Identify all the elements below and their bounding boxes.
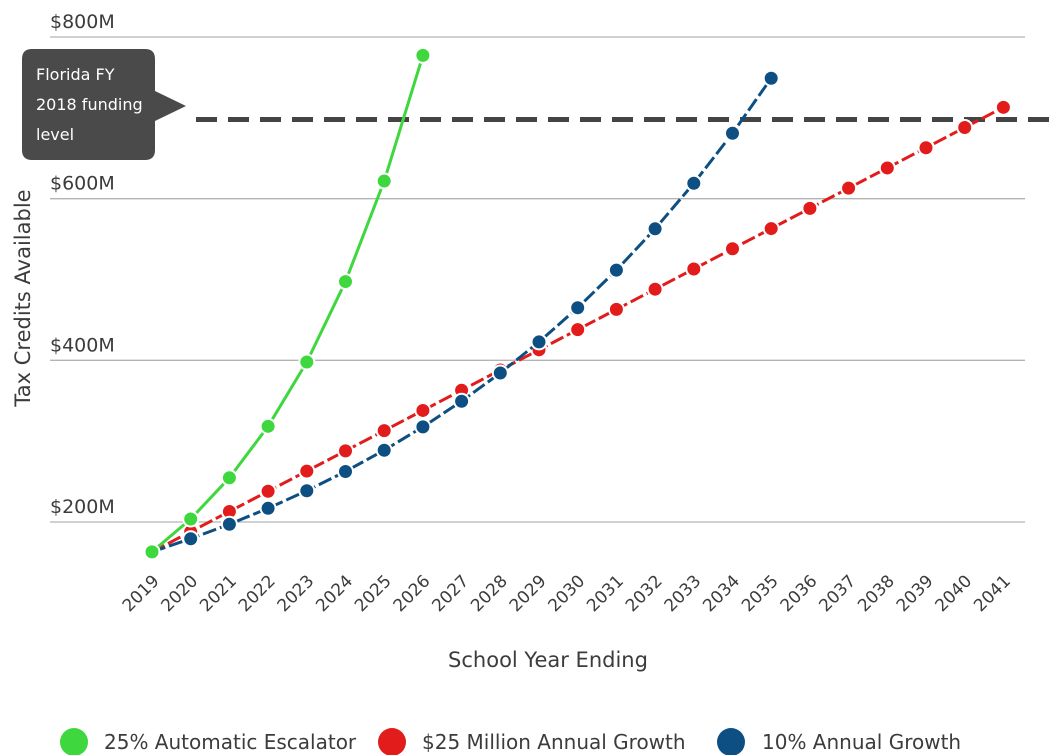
data-point — [298, 482, 316, 500]
data-point — [762, 69, 780, 87]
data-point — [414, 401, 432, 419]
data-point — [298, 462, 316, 480]
x-tick-label: 2038 — [854, 571, 899, 616]
series-1 — [143, 46, 432, 561]
x-tick-label: 2028 — [467, 571, 512, 616]
x-tick-label: 2040 — [932, 571, 977, 616]
series-line — [151, 54, 425, 554]
legend-label: 10% Annual Growth — [762, 730, 961, 754]
legend-marker — [717, 728, 745, 755]
data-point — [994, 98, 1012, 116]
data-point — [917, 139, 935, 157]
x-tick-label: 2031 — [583, 571, 628, 616]
x-tick-label: 2029 — [506, 571, 551, 616]
data-point — [298, 353, 316, 371]
legend-marker — [378, 728, 406, 755]
data-point — [607, 261, 625, 279]
data-point — [375, 422, 393, 440]
data-point — [143, 543, 161, 561]
x-tick-label: 2022 — [235, 571, 280, 616]
data-point — [259, 417, 277, 435]
data-point — [220, 469, 238, 487]
data-point — [762, 220, 780, 238]
data-point — [182, 530, 200, 548]
x-tick-label: 2033 — [661, 571, 706, 616]
legend-label: 25% Automatic Escalator — [104, 730, 357, 754]
data-point — [491, 364, 509, 382]
x-tick-label: 2027 — [428, 571, 473, 616]
x-tick-label: 2020 — [157, 571, 202, 616]
x-tick-label: 2037 — [815, 571, 860, 616]
data-point — [956, 119, 974, 137]
data-point — [259, 482, 277, 500]
series-3 — [143, 69, 780, 561]
data-point — [607, 300, 625, 318]
data-point — [375, 441, 393, 459]
callout-text-line: 2018 funding — [36, 95, 143, 114]
y-tick-label: $600M — [50, 173, 115, 195]
y-tick-label: $200M — [50, 496, 115, 518]
data-point — [878, 159, 896, 177]
data-point — [685, 174, 703, 192]
data-point — [646, 220, 664, 238]
data-point — [337, 273, 354, 291]
data-point — [220, 515, 238, 533]
data-point — [414, 46, 432, 64]
y-tick-labels: $200M $400M $600M $800M — [50, 11, 115, 518]
x-tick-label: 2023 — [274, 571, 319, 616]
x-tick-label: 2025 — [351, 571, 396, 616]
x-tick-label: 2021 — [196, 571, 241, 616]
data-point — [259, 499, 277, 517]
data-point — [646, 280, 664, 298]
legend-marker — [60, 728, 88, 755]
y-tick-label: $400M — [50, 334, 115, 356]
x-axis-title: School Year Ending — [448, 648, 648, 672]
callout-text-line: Florida FY — [36, 65, 115, 84]
x-tick-label: 2030 — [545, 571, 590, 616]
data-point — [414, 418, 432, 436]
data-point — [337, 442, 354, 460]
reference-line-group: Florida FY 2018 funding level — [22, 49, 1051, 160]
data-point — [337, 462, 354, 480]
data-point — [530, 333, 548, 351]
x-tick-labels: 2019202020212022202320242025202620272028… — [119, 571, 1015, 616]
x-tick-label: 2035 — [738, 571, 783, 616]
data-point — [724, 240, 741, 258]
data-point — [453, 392, 471, 410]
y-gridlines — [50, 36, 1025, 523]
legend-label: $25 Million Annual Growth — [422, 730, 686, 754]
data-point — [724, 124, 741, 142]
x-tick-label: 2024 — [312, 571, 357, 616]
funding-level-callout — [22, 49, 186, 160]
callout-text-line: level — [36, 125, 74, 144]
x-tick-label: 2041 — [970, 571, 1015, 616]
data-point — [801, 199, 819, 217]
data-point — [840, 179, 858, 197]
x-tick-label: 2019 — [119, 571, 164, 616]
x-tick-label: 2039 — [893, 571, 938, 616]
series-group — [143, 46, 1012, 561]
legend: 25% Automatic Escalator $25 Million Annua… — [60, 728, 961, 755]
y-tick-label: $800M — [50, 11, 115, 33]
series-2 — [143, 98, 1012, 561]
x-tick-label: 2032 — [622, 571, 667, 616]
data-point — [569, 299, 587, 317]
y-axis-title: Tax Credits Available — [11, 189, 35, 407]
data-point — [375, 172, 393, 190]
x-tick-label: 2026 — [390, 571, 435, 616]
x-tick-label: 2036 — [777, 571, 822, 616]
data-point — [182, 510, 200, 528]
x-tick-label: 2034 — [699, 571, 744, 616]
data-point — [685, 260, 703, 278]
series-line — [151, 77, 773, 554]
data-point — [569, 321, 587, 339]
